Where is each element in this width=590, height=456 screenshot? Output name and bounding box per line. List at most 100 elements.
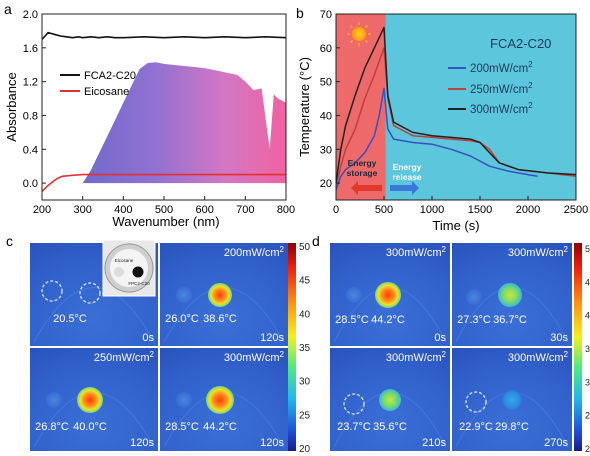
thermal-image-cell: 300mW/cm2 28.5°C 44.2°C 120s [160,348,288,451]
temperature-label-right: 40.0°C [73,421,107,433]
storage-arrow-icon [351,181,382,195]
temperature-label-left: 20.5°C [53,313,87,325]
legend-label-200: 200mW/cm2 [470,60,533,75]
irradiance-label: 300mW/cm2 [386,245,447,259]
series-line-eicosane [42,173,286,193]
y-tick-label-a: 1.2 [23,77,38,89]
eicosane-sample-spot [46,392,62,408]
temperature-label-right: 44.2°C [371,314,405,326]
temperature-label-left: 28.5°C [165,421,199,433]
irradiance-label: 300mW/cm2 [508,350,569,364]
temperature-label-left: 26.8°C [35,421,69,433]
x-tick-label-b: 2000 [516,204,540,216]
eicosane-sample-outline [41,280,63,302]
energy-release-label-1: Energy [393,162,422,172]
colorbar-tick-label-c: 45 [299,276,311,287]
x-tick-label-b: 1500 [468,204,492,216]
legend-b: FCA2-C20 200mW/cm2 250mW/cm2 300mW/cm2 [448,36,551,116]
temperature-label-right: 36.7°C [493,314,527,326]
y-tick-label-a: 0.4 [23,144,38,156]
y-tick-label-a: 0.8 [23,110,38,122]
dish-edge-outline [33,287,155,343]
colorbar-tick-label-c: 40 [299,309,311,320]
series-line-300 [336,26,576,184]
y-tick-label-a: 0.0 [23,178,38,190]
x-tick-label-b: 0 [333,204,339,216]
energy-release-region [385,14,576,200]
fca2-sample-spot [498,283,522,307]
panel-b: b 0 500 1000 1500 2000 2500 20 30 40 50 60 70 Time … [296,5,588,233]
colorbar-tick-label-d: 4 [585,311,590,321]
y-axis-label-a: Absorbance [4,72,19,141]
solar-spectrum-fill [82,62,286,184]
temperature-label-right: 38.6°C [203,313,237,325]
x-axis-label-a: Wavenumber (nm) [112,214,219,229]
eicosane-sample-icon [114,267,124,277]
temperature-label-left: 22.9°C [459,421,493,433]
irradiance-label: 200mW/cm2 [224,245,285,259]
y-tick-label-b: 40 [320,110,332,122]
y-tick-label-b: 50 [320,77,332,89]
release-arrow-icon [390,181,419,195]
eicosane-sample-spot [176,287,192,303]
colorbar-d [574,243,582,451]
time-label: 120s [260,332,284,344]
legend-label-250: 250mW/cm2 [470,81,533,96]
colorbar-tick-label-d: 5 [585,244,590,254]
fca2-sample-spot [77,387,103,413]
fca2-sample-spot [208,283,232,307]
colorbar-tick-label-d: 3 [585,377,590,387]
energy-release-label-2: release [392,172,422,182]
x-tick-label-a: 500 [155,204,173,216]
panel-a: a 200 300 400 500 600 700 800 0.0 0.4 0.8 1.2 1.6 2.… [4,1,295,229]
x-axis-label-b: Time (s) [432,218,479,233]
colorbar-c [288,243,296,451]
fca2-c20-sample-icon [132,266,144,278]
irradiance-label: 250mW/cm2 [94,350,155,364]
temperature-label-left: 23.7°C [337,421,371,433]
time-label: 120s [130,437,154,449]
panel-d: d 300mW/cm2 28.5°C 44.2°C 0s 300mW/cm2 27.3°C… [312,233,590,454]
colorbar-tick-label-d: 2 [585,444,590,454]
x-tick-label-b: 500 [375,204,393,216]
panel-label-d: d [312,233,320,249]
y-tick-label-b: 70 [320,9,332,21]
temperature-label-right: 29.8°C [495,421,529,433]
series-line-200 [336,87,538,191]
panel-label-a: a [4,1,12,17]
legend-label-eicosane: Eicosane [84,86,129,98]
legend-label-fca2-c20: FCA2-C20 [84,70,136,82]
legend-label-300: 300mW/cm2 [470,101,533,116]
colorbar-tick-label-d: 4 [585,277,590,287]
energy-storage-region [336,14,386,200]
y-tick-label-b: 20 [320,178,332,190]
thermal-image-cell: 300mW/cm2 22.9°C 29.8°C 270s [452,348,572,451]
x-tick-label-a: 200 [33,204,51,216]
legend-title-b: FCA2-C20 [490,36,551,51]
thermal-image-cell: 300mW/cm2 23.7°C 35.6°C 210s [330,348,450,451]
series-line-fca2-c20 [42,31,286,40]
x-tick-label-b: 2500 [564,204,588,216]
eicosane-sample-outline [343,393,365,415]
eicosane-sample-outline [465,391,487,413]
fca2-sample-spot [206,386,234,414]
y-tick-label-b: 60 [320,43,332,55]
plot-b-frame [335,13,577,201]
colorbar-tick-label-c: 50 [299,242,311,253]
thermal-image-cell: 300mW/cm2 28.5°C 44.2°C 0s [330,243,450,346]
inset-label-fca2: FPC2-C20 [128,281,150,286]
panel-label-c: c [6,233,13,249]
inset-label-eicosane: Eicosane [115,258,134,263]
temperature-label-left: 28.5°C [335,314,369,326]
sun-icon [347,22,371,46]
inset-photo: Eicosane FPC2-C20 [102,239,156,297]
eicosane-sample-spot [346,287,362,303]
irradiance-label: 300mW/cm2 [224,350,285,364]
colorbar-tick-label-c: 20 [299,444,311,455]
temperature-label-right: 35.6°C [373,421,407,433]
time-label: 30s [550,332,568,344]
thermal-image-cell: 250mW/cm2 26.8°C 40.0°C 120s [30,348,158,451]
x-tick-label-a: 600 [195,204,213,216]
